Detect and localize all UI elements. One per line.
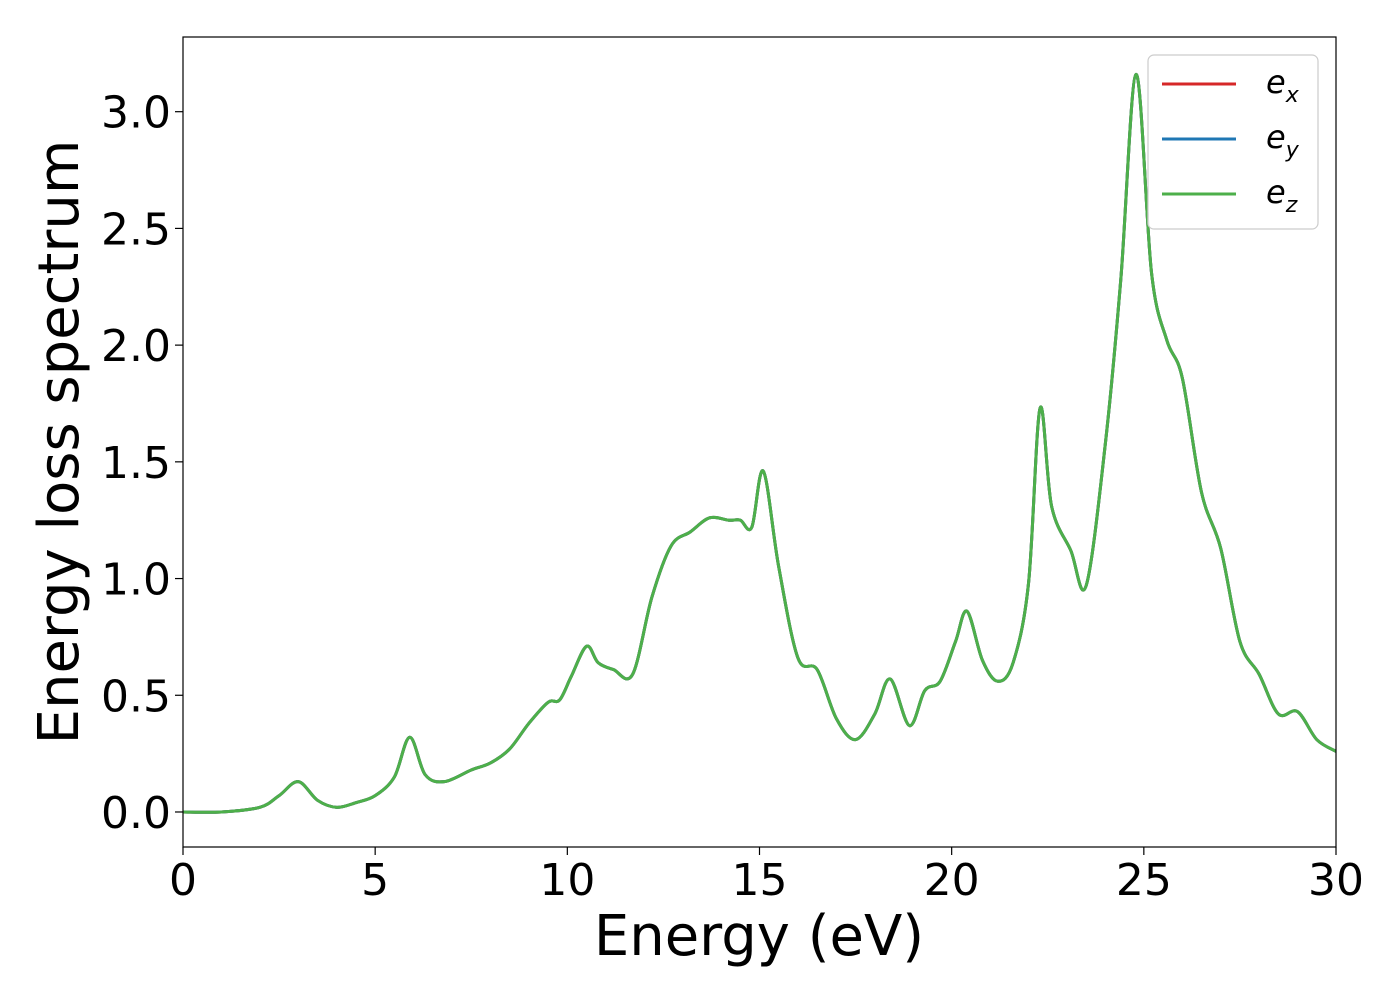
legend-label-y: ey — [1266, 118, 1300, 163]
y-tick-label: 3.0 — [101, 88, 171, 139]
y-axis-label: Energy loss spectrum — [27, 140, 92, 745]
y-tick-label: 1.5 — [101, 438, 171, 489]
x-tick-label: 0 — [169, 855, 197, 906]
x-tick-label: 25 — [1116, 855, 1172, 906]
x-tick-label: 15 — [732, 855, 788, 906]
legend: ex ey ez — [1147, 54, 1319, 230]
x-tick-label: 5 — [361, 855, 389, 906]
x-tick-label: 10 — [539, 855, 595, 906]
y-tick-label: 2.5 — [101, 204, 171, 255]
series-line-z — [183, 72, 1336, 814]
x-tick-label: 30 — [1308, 855, 1364, 906]
x-axis-label: Energy (eV) — [594, 904, 924, 969]
series-layer — [183, 72, 1336, 814]
y-tick-label: 0.5 — [101, 671, 171, 722]
y-tick-label: 2.0 — [101, 321, 171, 372]
x-axis: 0 5 10 15 20 25 30 — [169, 847, 1364, 906]
legend-label-z: ez — [1266, 173, 1298, 218]
y-axis: 0.0 0.5 1.0 1.5 2.0 2.5 3.0 — [101, 88, 183, 839]
legend-box — [1147, 54, 1319, 230]
legend-label-x: ex — [1266, 63, 1300, 108]
y-tick-label: 1.0 — [101, 555, 171, 606]
x-tick-label: 20 — [924, 855, 980, 906]
y-tick-label: 0.0 — [101, 788, 171, 839]
